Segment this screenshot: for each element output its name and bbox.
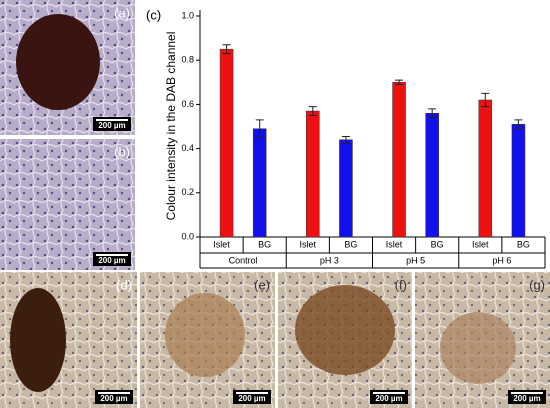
error-bar <box>395 79 404 86</box>
micrograph-b <box>0 139 135 270</box>
scale-bar-label: 200 µm <box>98 256 125 265</box>
bar <box>306 110 320 238</box>
bar <box>392 82 406 238</box>
islet <box>16 14 100 110</box>
bar <box>511 124 526 238</box>
series-label: BG <box>258 239 271 249</box>
x-tick-label: pH 6 <box>492 255 511 265</box>
panel-label: (d) <box>116 277 132 292</box>
islet <box>10 288 66 392</box>
panel-label: (c) <box>146 7 161 22</box>
scale-bar-line <box>511 392 543 394</box>
x-tick-label: Control <box>229 255 258 265</box>
y-tick-label: 0.6 <box>181 99 194 109</box>
islet <box>440 312 516 384</box>
islet <box>165 293 245 377</box>
error-bar <box>255 119 264 139</box>
x-tick-label: pH 3 <box>320 255 339 265</box>
panel-label: (f) <box>395 277 407 292</box>
scale-bar-label: 200 µm <box>375 394 402 403</box>
panel-labels: (a) 200 µm (b) 200 µm (d) 200 µm (e) 200 µm (f) 2… <box>93 5 546 404</box>
error-bar <box>481 92 490 108</box>
scale-bar-line <box>96 119 128 121</box>
bar <box>425 112 439 238</box>
scale-bar-line <box>96 254 128 256</box>
series-label: Islet <box>386 239 403 249</box>
y-tick-label: 0.8 <box>181 55 194 65</box>
chart: (c) Colour intensity in the DAB channel … <box>146 7 546 269</box>
error-bar <box>308 106 317 116</box>
panel-label: (a) <box>114 5 130 20</box>
series-label: BG <box>431 239 444 249</box>
error-bar <box>428 108 437 119</box>
panel-label: (b) <box>114 144 130 159</box>
panel-label: (e) <box>254 277 270 292</box>
series-label: BG <box>517 239 530 249</box>
error-bar <box>222 44 231 55</box>
scale-bar-line <box>236 392 268 394</box>
islet <box>295 285 395 375</box>
y-tick-label: 0.0 <box>181 231 194 241</box>
scale-bar-label: 200 µm <box>100 394 127 403</box>
series-label: Islet <box>472 239 489 249</box>
scale-bar-label: 200 µm <box>238 394 265 403</box>
series-label: BG <box>344 239 357 249</box>
scale-bar-label: 200 µm <box>98 121 125 130</box>
bar <box>478 99 493 238</box>
error-bar <box>514 119 523 130</box>
error-bar <box>341 135 350 144</box>
x-tick-label: pH 5 <box>406 255 425 265</box>
y-tick-label: 0.2 <box>181 187 194 197</box>
series-label: Islet <box>300 239 317 249</box>
series-label: Islet <box>213 239 230 249</box>
bar <box>219 48 234 238</box>
scale-bar-line <box>98 392 130 394</box>
y-axis-label: Colour intensity in the DAB channel <box>164 32 178 221</box>
panel-label: (g) <box>529 277 545 292</box>
y-tick-label: 1.0 <box>181 10 194 20</box>
y-tick-label: 0.4 <box>181 143 194 153</box>
scale-bar-label: 200 µm <box>513 394 540 403</box>
scale-bar-line <box>373 392 405 394</box>
bar <box>252 128 267 238</box>
bar <box>339 139 353 238</box>
